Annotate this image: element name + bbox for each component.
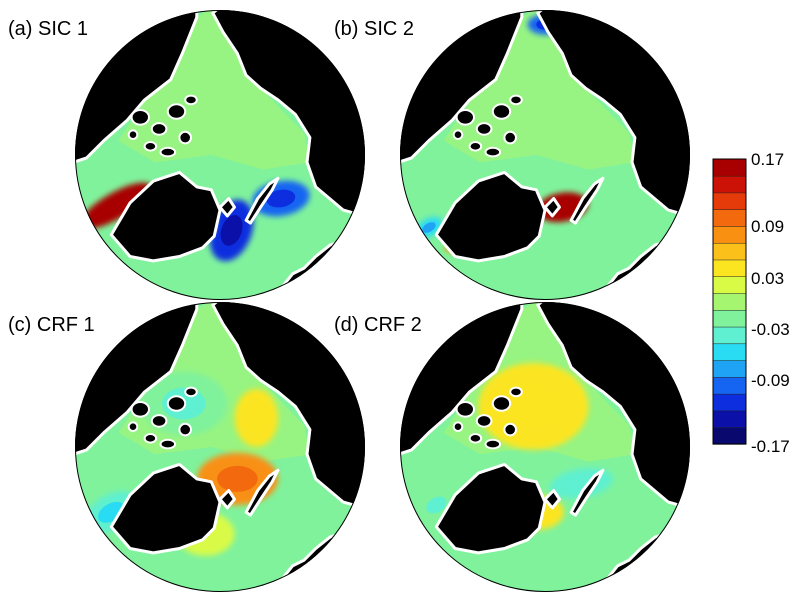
- island-6: [452, 129, 464, 140]
- map-rim-c: [75, 302, 365, 592]
- island-3: [468, 141, 483, 152]
- map-panel-b: [400, 10, 690, 300]
- colorbar-label-2: 0.03: [751, 269, 785, 288]
- panel-title-a: (a) SIC 1: [8, 18, 89, 40]
- panel-title-c: (c) CRF 1: [8, 314, 95, 336]
- colorbar-segment-14: [712, 192, 747, 210]
- land-svalbard: [543, 197, 561, 218]
- colorbar-segment-11: [712, 242, 747, 261]
- colorbar-label-5: -0.17: [751, 437, 790, 456]
- island-7: [184, 386, 198, 398]
- colorbar-label-0: 0.17: [751, 150, 785, 169]
- island-2: [166, 395, 187, 412]
- island-0: [455, 401, 475, 418]
- colorbar-segment-13: [712, 209, 747, 227]
- map-panel-c: [75, 302, 365, 592]
- island-5: [178, 130, 192, 145]
- island-3: [143, 433, 158, 444]
- anomaly-core-4: [422, 222, 436, 233]
- island-7: [184, 94, 198, 106]
- colorbar-segment-3: [712, 376, 747, 395]
- colorbar-segment-8: [712, 292, 747, 311]
- land-greenland: [109, 170, 222, 263]
- colorbar-segment-10: [712, 259, 747, 277]
- colorbar-segment-1: [712, 410, 747, 428]
- island-1: [475, 122, 493, 136]
- anomaly-core-3: [245, 403, 268, 433]
- island-2: [491, 395, 512, 412]
- colorbar-segment-6: [712, 326, 747, 345]
- island-7: [509, 94, 523, 106]
- map-rim-b: [400, 10, 690, 300]
- colorbar-segment-5: [712, 343, 747, 361]
- island-4: [484, 438, 502, 450]
- land-novaya: [244, 176, 280, 225]
- land-svalbard: [218, 489, 236, 510]
- panel-title-b: (b) SIC 2: [334, 18, 415, 40]
- island-5: [178, 422, 192, 437]
- colorbar-segment-12: [712, 225, 747, 244]
- colorbar-label-3: -0.03: [751, 320, 790, 339]
- island-4: [159, 146, 177, 158]
- island-3: [468, 433, 483, 444]
- land-novaya: [244, 468, 280, 517]
- anomaly-core-2: [426, 496, 447, 514]
- land-greenland: [434, 170, 547, 263]
- colorbar-label-1: 0.09: [751, 217, 785, 236]
- colorbar-segment-0: [712, 426, 747, 445]
- land-novaya: [569, 176, 605, 225]
- island-6: [127, 129, 139, 140]
- colorbar-segment-9: [712, 276, 747, 294]
- island-7: [509, 386, 523, 398]
- island-2: [491, 103, 512, 120]
- anomaly-core-0: [217, 465, 258, 492]
- map-rim-d: [400, 302, 690, 592]
- island-5: [503, 130, 518, 145]
- colorbar-segment-2: [712, 393, 747, 412]
- anomaly-core-2: [266, 189, 296, 208]
- anomaly-core-0: [97, 194, 134, 218]
- island-2: [166, 103, 187, 120]
- land-novaya: [569, 468, 605, 517]
- land-svalbard: [218, 197, 236, 218]
- island-5: [503, 422, 518, 437]
- island-4: [484, 146, 502, 158]
- island-4: [159, 438, 177, 450]
- colorbar-label-4: -0.09: [751, 371, 790, 390]
- map-panel-d: [400, 302, 690, 592]
- island-1: [150, 122, 168, 136]
- colorbar-segment-15: [712, 175, 747, 194]
- island-1: [150, 414, 168, 428]
- land-greenland: [109, 462, 222, 555]
- map-rim-a: [75, 10, 365, 300]
- island-0: [130, 401, 151, 418]
- panel-title-d: (d) CRF 2: [334, 314, 422, 336]
- colorbar-segment-4: [712, 359, 747, 378]
- island-6: [452, 421, 464, 433]
- map-panel-a: [75, 10, 365, 300]
- colorbar-segment-7: [712, 309, 747, 328]
- island-6: [127, 421, 139, 433]
- island-1: [475, 414, 493, 428]
- island-0: [455, 109, 475, 126]
- island-3: [143, 141, 158, 152]
- land-greenland: [434, 462, 547, 555]
- anomaly-core-1: [220, 215, 243, 246]
- island-0: [130, 109, 151, 126]
- land-svalbard: [543, 489, 561, 510]
- colorbar-segment-16: [712, 158, 747, 177]
- colorbar-frame: [712, 158, 747, 445]
